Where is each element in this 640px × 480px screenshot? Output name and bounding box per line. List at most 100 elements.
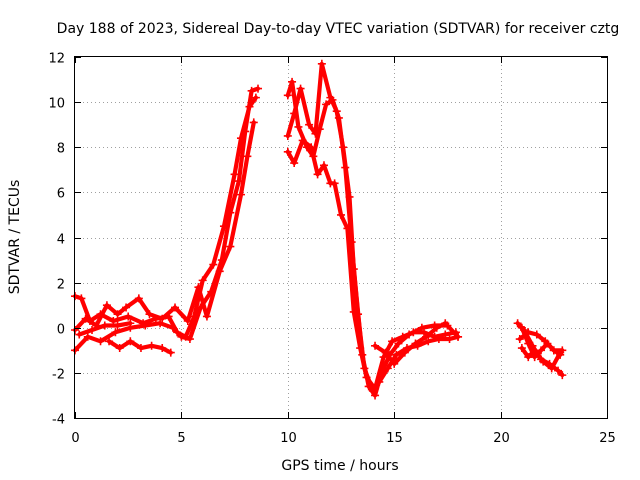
data-point — [383, 364, 392, 373]
data-point — [113, 321, 122, 330]
data-point — [202, 312, 211, 321]
data-point — [83, 332, 92, 341]
series-trace — [72, 120, 256, 333]
data-point — [317, 59, 326, 68]
series-trace — [372, 321, 448, 366]
y-tick-label: -2 — [52, 368, 65, 383]
data-point — [530, 346, 539, 355]
data-point — [517, 344, 526, 353]
data-point — [547, 364, 556, 373]
series-arc-13 — [517, 344, 565, 373]
data-point — [226, 242, 235, 251]
y-tick-label: 2 — [57, 278, 65, 293]
data-point — [209, 260, 218, 269]
data-point — [158, 314, 167, 323]
data-point — [241, 127, 250, 136]
data-point — [296, 84, 305, 93]
data-point — [134, 294, 143, 303]
data-point — [88, 326, 97, 335]
data-point — [315, 125, 324, 134]
data-point — [198, 276, 207, 285]
chart-title: Day 188 of 2023, Sidereal Day-to-day VTE… — [57, 21, 620, 37]
series-trace — [285, 138, 458, 391]
data-point — [328, 95, 337, 104]
data-point — [515, 335, 524, 344]
x-tick-label: 0 — [71, 431, 79, 446]
data-point — [171, 303, 180, 312]
axis-ticks: 0 5 10 15 20 25 -4 -2 0 2 4 6 8 10 12 — [48, 52, 615, 447]
series-arc-8 — [283, 136, 460, 393]
y-tick-label: 8 — [57, 142, 65, 157]
data-point — [166, 348, 175, 357]
data-point — [177, 332, 186, 341]
data-point — [290, 159, 299, 168]
data-point — [230, 170, 239, 179]
data-point — [81, 314, 90, 323]
data-point — [113, 310, 122, 319]
data-point — [517, 323, 526, 332]
data-point — [319, 161, 328, 170]
y-tick-label: 4 — [57, 233, 65, 248]
data-point — [126, 319, 135, 328]
series-trace — [519, 346, 563, 371]
data-point — [411, 339, 420, 348]
data-point — [441, 319, 450, 328]
y-axis-label: SDTVAR / TECUs — [7, 180, 23, 295]
data-point — [183, 316, 192, 325]
data-series-group — [71, 59, 567, 400]
data-point — [398, 332, 407, 341]
data-point — [124, 312, 133, 321]
data-point — [409, 328, 418, 337]
data-point — [122, 303, 131, 312]
x-tick-label: 25 — [599, 431, 616, 446]
data-point — [334, 113, 343, 122]
data-point — [215, 267, 224, 276]
data-point — [549, 346, 558, 355]
data-point — [96, 337, 105, 346]
data-point — [371, 384, 380, 393]
data-point — [422, 332, 431, 341]
data-point — [513, 319, 522, 328]
data-point — [371, 391, 380, 400]
data-point — [141, 321, 150, 330]
data-point — [251, 93, 260, 102]
y-tick-label: 0 — [57, 323, 65, 338]
data-point — [419, 328, 428, 337]
data-point — [283, 147, 292, 156]
data-point — [524, 353, 533, 362]
data-point — [454, 332, 463, 341]
data-point — [330, 179, 339, 188]
data-point — [145, 310, 154, 319]
data-point — [147, 341, 156, 350]
data-point — [283, 91, 292, 100]
data-point — [226, 208, 235, 217]
x-tick-label: 10 — [280, 431, 297, 446]
series-arc-5 — [75, 319, 135, 339]
data-point — [126, 337, 135, 346]
data-point — [430, 332, 439, 341]
data-point — [337, 210, 345, 219]
data-point — [388, 337, 397, 346]
data-point — [294, 122, 303, 131]
data-point — [194, 283, 203, 292]
series-arc-3 — [71, 118, 258, 335]
data-point — [77, 294, 86, 303]
data-point — [136, 344, 145, 353]
data-point — [543, 339, 552, 348]
data-point — [556, 348, 565, 357]
data-point — [356, 344, 365, 353]
data-point — [392, 350, 401, 359]
data-point — [75, 330, 84, 339]
data-point — [400, 348, 409, 357]
data-point — [379, 353, 388, 362]
data-point — [307, 143, 316, 152]
data-point — [524, 339, 533, 348]
data-point — [432, 323, 441, 332]
data-point — [283, 131, 292, 140]
data-point — [102, 301, 111, 310]
x-tick-label: 5 — [177, 431, 185, 446]
data-point — [539, 357, 548, 366]
y-tick-label: -4 — [52, 413, 65, 428]
data-point — [445, 335, 454, 344]
data-point — [441, 330, 450, 339]
